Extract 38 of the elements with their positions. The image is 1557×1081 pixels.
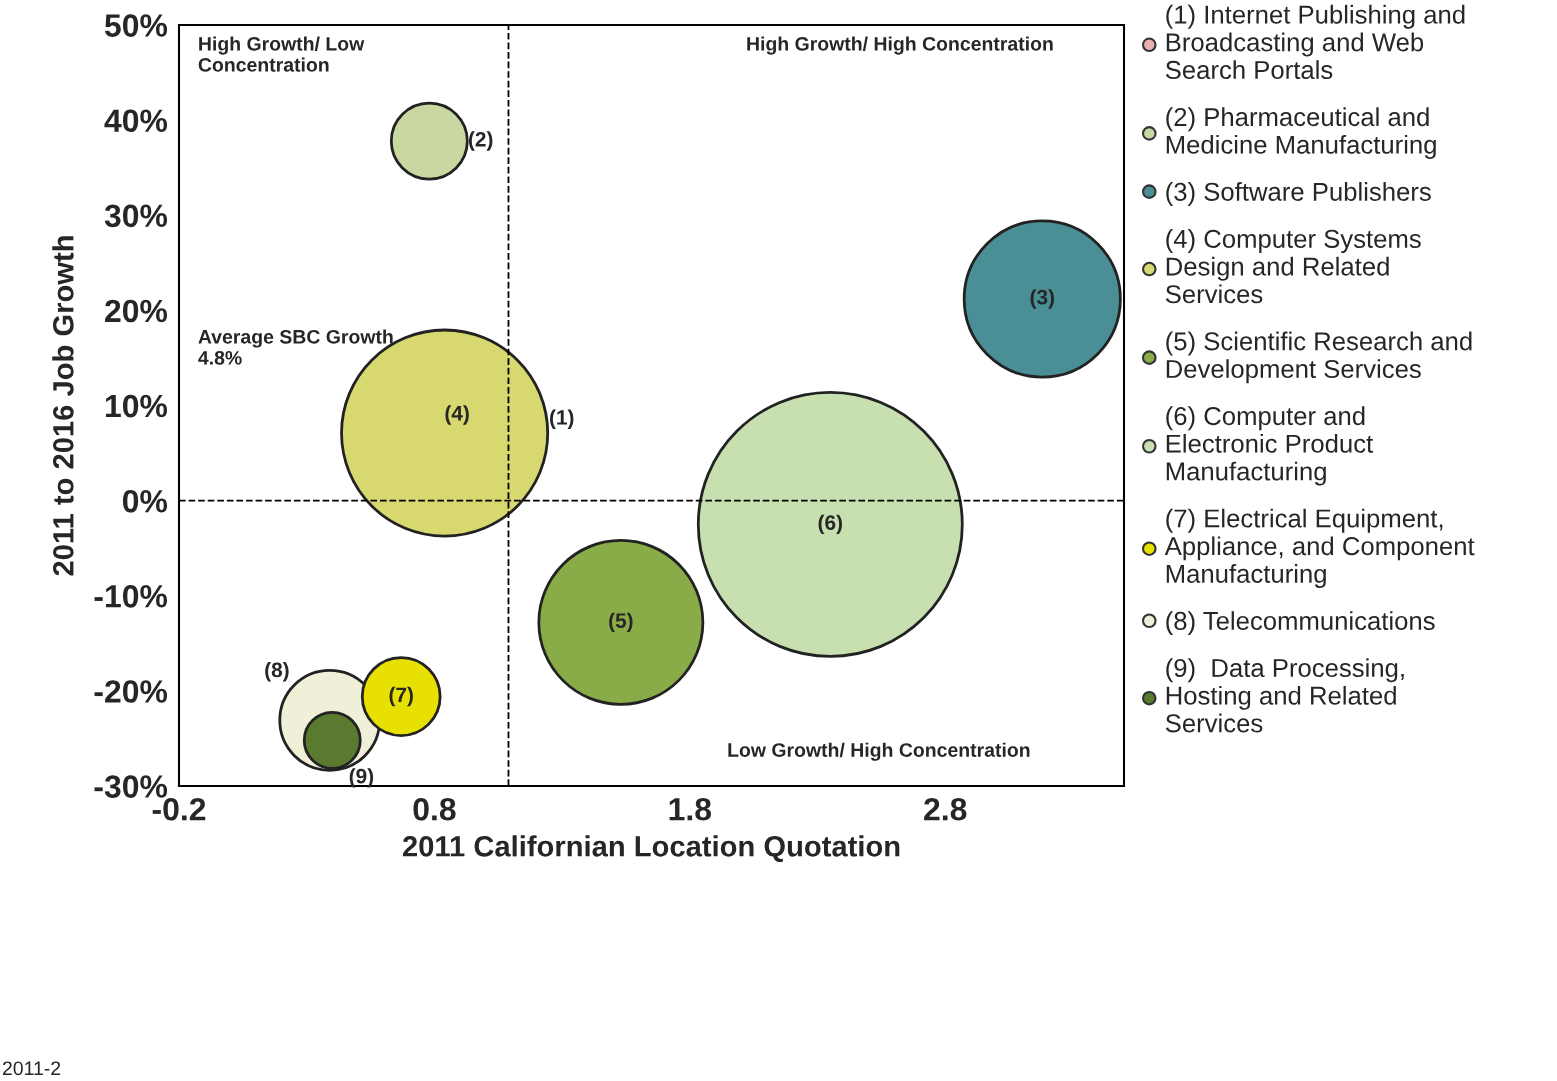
y-tick-label: -20% <box>94 680 168 703</box>
annotation: High Growth/ Low Concentration <box>198 36 365 72</box>
legend-label: (2) Pharmaceutical and Medicine Manufacturing <box>1166 107 1436 159</box>
annotation: (7) <box>389 686 413 707</box>
y-tick-label: 30% <box>104 204 168 228</box>
y-tick-label: 10% <box>105 394 168 418</box>
x-tick-label: 2.8 <box>924 797 967 821</box>
annotation: (8) <box>265 662 289 682</box>
y-tick-label: 20% <box>105 299 168 323</box>
y-tick-label: -30% <box>94 775 168 798</box>
annotation: (1) <box>550 409 574 429</box>
legend-label: (9) Data Processing, Hosting and Related Services <box>1165 658 1404 733</box>
annotation: (4) <box>445 405 469 425</box>
annotation: (5) <box>609 612 633 633</box>
x-tick-label: 1.8 <box>669 797 712 821</box>
legend-label: (4) Computer Systems Design and Related Services <box>1165 229 1421 304</box>
legend-label: (1) Internet Publishing and Broadcasting and Web Search Portals <box>1165 4 1465 80</box>
annotation: Average SBC Growth 4.8% <box>198 329 393 365</box>
x-tick-label: -0.2 <box>152 797 206 821</box>
legend-label: (6) Computer and Electronic Product Manufacturing <box>1166 406 1374 486</box>
legend-label: (3) Software Publishers <box>1166 182 1431 206</box>
y-tick-label: 40% <box>104 109 168 133</box>
text: 2011-2 <box>2 1061 61 1076</box>
annotation: (2) <box>469 131 493 151</box>
annotation: (3) <box>1030 289 1054 309</box>
legend-label: (7) Electrical Equipment, Appliance, and Component Manufacturing <box>1164 508 1475 589</box>
annotation: Low Growth/ High Concentration <box>728 742 1030 761</box>
legend-label: (5) Scientific Research and Development Services <box>1166 331 1472 384</box>
y-tick-label: 0% <box>122 489 168 513</box>
legend-label: (8) Telecommunications <box>1166 611 1435 636</box>
annotation: High Growth/ High Concentration <box>747 36 1053 55</box>
y-axis-title: 2011 to 2016 Job Growth <box>52 236 74 576</box>
annotation: (6) <box>818 514 842 535</box>
y-tick-label: -10% <box>94 585 168 608</box>
y-tick-label: 50% <box>104 14 168 37</box>
annotation: (9) <box>349 768 374 788</box>
x-axis-title: 2011 Californian Location Quotation <box>402 835 900 863</box>
x-tick-label: 0.8 <box>413 797 456 821</box>
